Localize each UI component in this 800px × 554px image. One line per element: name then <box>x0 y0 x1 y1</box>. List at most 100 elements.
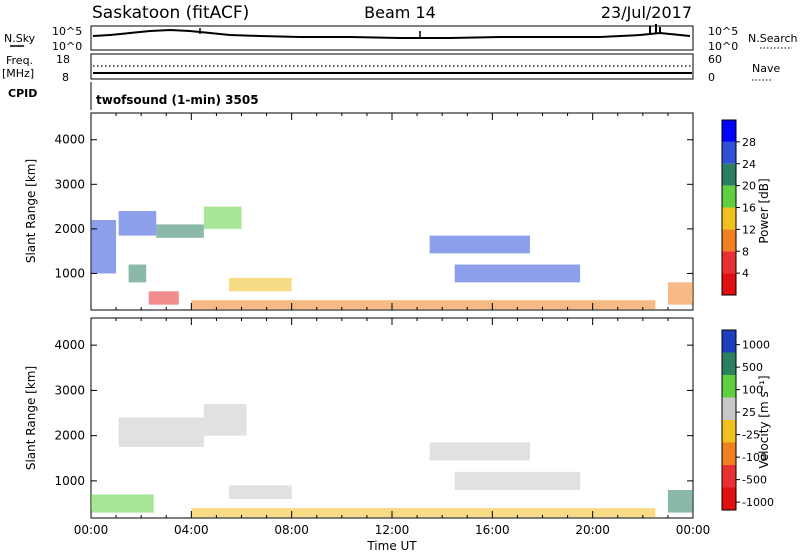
data-region-fill <box>91 219 117 274</box>
y-tick-label: 3000 <box>54 383 85 397</box>
y-tick-label: 4000 <box>54 133 85 147</box>
data-region <box>667 282 693 305</box>
colorbar-tick-label: 12 <box>742 223 756 236</box>
data-region <box>667 489 693 513</box>
velocity-data-cells <box>91 403 693 518</box>
colorbar-swatch <box>722 465 736 488</box>
noise-panel-frame <box>90 25 694 51</box>
data-region <box>429 442 530 461</box>
data-region-fill <box>429 442 530 461</box>
colorbar-swatch <box>722 397 736 420</box>
colorbar-swatch <box>722 120 736 142</box>
data-region <box>191 300 656 310</box>
nsky-label: N.Sky <box>4 32 36 45</box>
nave-tick-top: 60 <box>708 53 722 66</box>
colorbar-swatch <box>722 207 736 230</box>
freq-label-unit: [MHz] <box>2 67 34 80</box>
data-region <box>148 291 179 305</box>
colorbar-tick-label: 16 <box>742 202 756 215</box>
colorbar-tick-label: 4 <box>742 267 749 280</box>
colorbar-swatch <box>722 487 736 510</box>
colorbar-tick-label: 24 <box>742 158 756 171</box>
data-region-fill <box>454 471 581 490</box>
y-tick-label: 1000 <box>54 266 85 280</box>
x-tick-label: 08:00 <box>274 523 309 537</box>
colorbar-tick-label: 20 <box>742 180 756 193</box>
data-region <box>118 211 157 236</box>
colorbar-tick-label: 1000 <box>742 339 770 352</box>
x-tick-label: 16:00 <box>475 523 510 537</box>
data-region-fill <box>203 403 247 436</box>
data-region-fill <box>191 508 656 518</box>
colorbar-swatch <box>722 375 736 398</box>
velocity-y-ticks: 1000 2000 3000 4000 <box>54 338 693 488</box>
data-region-fill <box>191 300 656 310</box>
colorbar-swatch <box>722 352 736 375</box>
date-title: 23/Jul/2017 <box>601 3 692 22</box>
y-tick-label: 1000 <box>54 474 85 488</box>
colorbar-swatch <box>722 185 736 208</box>
colorbar-swatch <box>722 141 736 164</box>
power-y-ticks: 1000 2000 3000 4000 <box>54 133 693 280</box>
data-region-fill <box>667 489 693 513</box>
data-region <box>156 224 204 238</box>
colorbar-swatch <box>722 163 736 186</box>
freq-panel-frame <box>90 53 694 80</box>
data-region-fill <box>128 264 147 283</box>
power-colorbar: 4 8 12 16 20 24 28 <box>721 119 756 296</box>
freq-tick-bottom: 8 <box>62 71 69 84</box>
data-region <box>91 494 154 513</box>
velocity-colorbar-label: Velocity [m s⁻¹] <box>757 375 771 468</box>
data-region <box>91 219 117 274</box>
colorbar-tick-label: 28 <box>742 136 756 149</box>
nsky-trace <box>92 28 691 39</box>
data-region <box>454 471 581 490</box>
data-region-fill <box>429 235 530 254</box>
velocity-x-ticks: 00:00 04:00 08:00 12:00 16:00 20:00 00:00 <box>74 318 710 537</box>
data-region <box>128 264 147 283</box>
data-region-fill <box>454 264 581 283</box>
colorbar-swatch <box>722 273 736 295</box>
colorbar-swatch <box>722 251 736 274</box>
data-region-fill <box>118 417 204 447</box>
cpid-text: twofsound (1-min) 3505 <box>96 93 259 107</box>
data-region-fill <box>667 282 693 305</box>
y-tick-label: 2000 <box>54 429 85 443</box>
colorbar-swatch <box>722 330 736 353</box>
colorbar-tick-label: -100 <box>742 451 767 464</box>
data-region <box>118 417 204 447</box>
data-region-fill <box>118 211 157 236</box>
colorbar-frame <box>721 329 737 511</box>
x-tick-label: 00:00 <box>74 523 109 537</box>
nave-label: Nave <box>752 62 780 75</box>
nsearch-tick-bottom: 10^0 <box>708 40 738 53</box>
colorbar-swatch <box>722 420 736 443</box>
cpid-label: CPID <box>8 87 37 100</box>
data-region <box>203 206 242 229</box>
power-panel: 1000 2000 3000 4000 Slant Range [km] <box>24 112 694 311</box>
data-region <box>454 264 581 283</box>
data-region-fill <box>203 206 242 229</box>
data-region <box>228 485 292 499</box>
power-data-cells <box>91 206 693 310</box>
data-region <box>429 235 530 254</box>
x-tick-label: 20:00 <box>575 523 610 537</box>
colorbar-tick-label: -25 <box>742 429 760 442</box>
colorbar-tick-label: 25 <box>742 406 756 419</box>
colorbar-swatch <box>722 442 736 465</box>
colorbar-tick-label: -500 <box>742 474 767 487</box>
beam-title: Beam 14 <box>364 3 436 22</box>
velocity-ylabel: Slant Range [km] <box>24 366 38 470</box>
y-tick-label: 3000 <box>54 177 85 191</box>
y-tick-label: 4000 <box>54 338 85 352</box>
data-region-fill <box>156 224 204 238</box>
data-region <box>191 508 656 518</box>
colorbar-tick-label: 8 <box>742 245 749 258</box>
data-region-fill <box>91 494 154 513</box>
data-region-fill <box>228 485 292 499</box>
power-ylabel: Slant Range [km] <box>24 159 38 263</box>
colorbar-swatch <box>722 229 736 252</box>
data-region-fill <box>228 277 292 292</box>
colorbar-tick-label: 100 <box>742 384 763 397</box>
